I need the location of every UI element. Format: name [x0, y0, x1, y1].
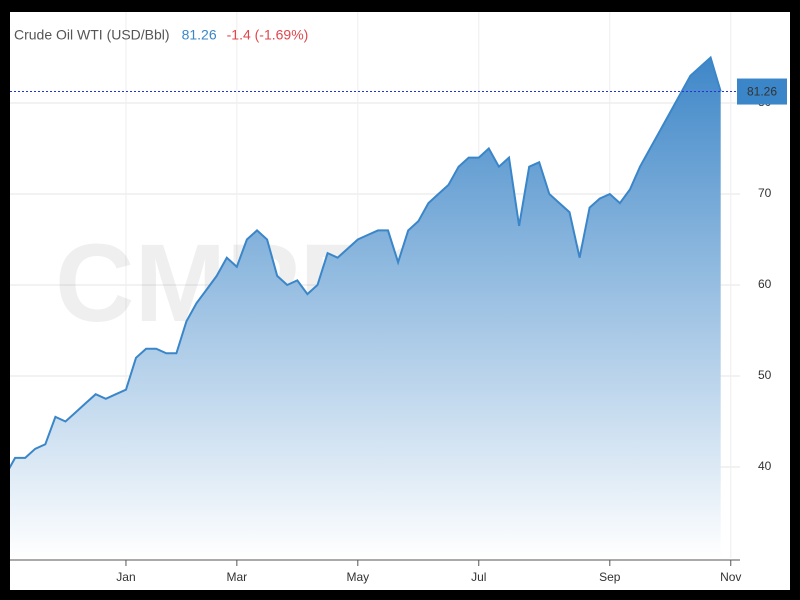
line: [10, 55, 722, 470]
x-tick-label: Nov: [720, 570, 741, 584]
header-price: 81.26: [182, 27, 217, 43]
y-tick-label: 70: [758, 186, 772, 200]
y-tick-label: 60: [758, 277, 772, 291]
x-tick-label: Jul: [471, 570, 486, 584]
header-change: -1.4 (-1.69%): [227, 27, 309, 43]
chart-title: Crude Oil WTI (USD/Bbl): [14, 27, 170, 43]
x-tick-label: Jan: [116, 570, 135, 584]
chart-frame: 4050607080 CMPRO.IR JanMarMayJulSepNov81…: [10, 12, 790, 590]
x-tick-label: Mar: [227, 570, 248, 584]
chart: 4050607080 CMPRO.IR JanMarMayJulSepNov81…: [10, 12, 787, 584]
area: [10, 57, 721, 558]
last-price-box: [737, 78, 787, 105]
y-tick-label: 40: [758, 459, 772, 473]
y-tick-label: 50: [758, 368, 772, 382]
x-tick-label: May: [346, 570, 369, 584]
last-price-label: 81.26: [747, 85, 777, 99]
x-tick-label: Sep: [599, 570, 621, 584]
